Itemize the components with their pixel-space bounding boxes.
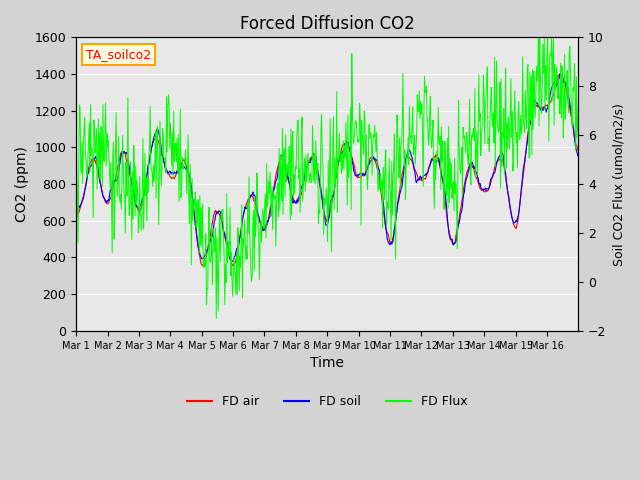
FD Flux <box>131 213 139 218</box>
FD soil <box>249 189 257 195</box>
FD air <box>131 197 139 203</box>
FD soil <box>408 153 415 159</box>
Line: FD Flux: FD Flux <box>76 37 579 319</box>
FD soil <box>131 200 139 205</box>
FD air <box>557 71 565 76</box>
Line: FD soil: FD soil <box>76 74 579 262</box>
FD soil <box>557 72 565 77</box>
Y-axis label: CO2 (ppm): CO2 (ppm) <box>15 146 29 222</box>
FD soil <box>223 240 231 246</box>
FD soil <box>268 199 276 204</box>
FD air <box>575 149 582 155</box>
FD soil <box>380 200 387 205</box>
FD soil <box>575 152 582 157</box>
FD Flux <box>268 183 276 189</box>
FD air <box>72 213 80 219</box>
FD Flux <box>249 216 257 222</box>
FD Flux <box>380 164 387 170</box>
FD Flux <box>72 142 80 147</box>
FD Flux <box>212 316 220 322</box>
FD air <box>249 194 257 200</box>
FD Flux <box>575 100 582 106</box>
FD air <box>224 248 232 253</box>
FD soil <box>72 208 80 214</box>
FD air <box>380 208 387 214</box>
FD air <box>198 263 206 269</box>
Line: FD air: FD air <box>76 73 579 266</box>
Text: TA_soilco2: TA_soilco2 <box>86 48 151 61</box>
FD air <box>408 157 415 163</box>
FD Flux <box>408 141 415 147</box>
Legend: FD air, FD soil, FD Flux: FD air, FD soil, FD Flux <box>182 390 472 413</box>
FD soil <box>227 259 235 264</box>
Y-axis label: Soil CO2 Flux (umol/m2/s): Soil CO2 Flux (umol/m2/s) <box>612 103 625 265</box>
X-axis label: Time: Time <box>310 356 344 370</box>
FD Flux <box>534 35 542 40</box>
Title: Forced Diffusion CO2: Forced Diffusion CO2 <box>240 15 415 33</box>
FD air <box>268 196 276 202</box>
FD Flux <box>224 251 232 257</box>
